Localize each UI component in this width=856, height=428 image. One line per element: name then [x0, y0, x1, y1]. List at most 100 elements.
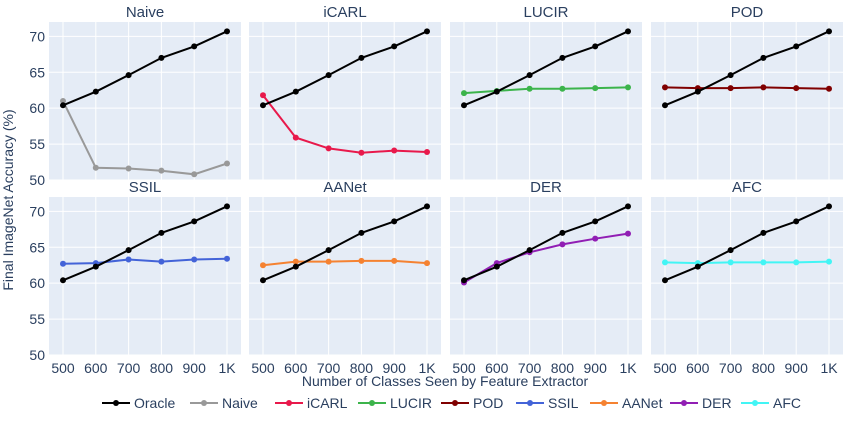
x-tick-label: 800 — [150, 360, 174, 376]
legend-label: Oracle — [134, 395, 175, 411]
data-point-naive — [92, 164, 99, 171]
data-point-afc — [662, 259, 668, 266]
x-tick-label: 1K — [619, 360, 637, 376]
panel-background — [651, 197, 843, 355]
legend-item-oracle: Oracle — [102, 395, 175, 411]
legend-marker — [601, 400, 607, 406]
y-tick-label: 70 — [29, 28, 45, 44]
data-point-oracle — [60, 102, 66, 109]
series-line-oracle — [463, 30, 629, 107]
panel-afc: AFC 500 600 700 800 900 1K — [651, 179, 843, 376]
x-tick-label: 900 — [584, 360, 608, 376]
data-point-lucir — [526, 85, 533, 92]
data-point-ssil — [60, 260, 66, 267]
data-point-icarl — [424, 148, 430, 155]
data-point-oracle — [559, 54, 566, 61]
data-point-der — [592, 235, 599, 242]
panel-lucir: LUCIR — [450, 4, 642, 181]
series-line-oracle — [262, 30, 428, 107]
data-point-icarl — [358, 149, 365, 156]
y-tick-label: 70 — [29, 203, 45, 219]
panel-background — [49, 22, 241, 180]
x-tick-label: 500 — [452, 360, 476, 376]
legend-item-afc: AFC — [741, 395, 801, 411]
data-point-aanet — [325, 258, 332, 265]
data-point-icarl — [391, 147, 398, 154]
panel-ssil: SSIL 50 55 60 65 70 500 600 700 800 900 1K — [29, 179, 241, 376]
data-point-oracle — [526, 247, 533, 254]
data-point-oracle — [158, 229, 165, 236]
x-tick-label: 600 — [686, 360, 710, 376]
legend-marker — [527, 400, 533, 406]
data-point-pod — [793, 85, 800, 92]
data-point-pod — [662, 84, 668, 91]
x-tick-label: 700 — [719, 360, 743, 376]
data-point-aanet — [391, 257, 398, 264]
data-point-afc — [727, 259, 734, 266]
data-point-ssil — [224, 255, 230, 262]
y-tick-label: 60 — [29, 100, 45, 116]
panel-der: DER 500 600 700 800 900 1K — [450, 179, 642, 376]
data-point-aanet — [424, 260, 430, 267]
series-line-aanet — [262, 259, 428, 267]
legend-label: DER — [702, 395, 732, 411]
panel-aanet: AANet 500 600 700 800 900 1K — [249, 179, 441, 376]
data-point-oracle — [694, 263, 701, 270]
data-point-oracle — [559, 229, 566, 236]
x-tick-label: 700 — [317, 360, 341, 376]
data-point-lucir — [559, 85, 566, 92]
data-point-oracle — [760, 54, 767, 61]
series-line-oracle — [62, 30, 228, 107]
x-tick-label: 1K — [218, 360, 236, 376]
data-point-oracle — [292, 263, 299, 270]
y-tick-label: 55 — [29, 136, 45, 152]
data-point-oracle — [260, 102, 266, 109]
x-tick-label: 500 — [653, 360, 677, 376]
data-point-pod — [727, 85, 734, 92]
data-point-oracle — [760, 229, 767, 236]
data-point-oracle — [424, 28, 430, 35]
x-tick-label: 800 — [551, 360, 575, 376]
panel-title: LUCIR — [523, 4, 568, 21]
x-tick-label: 1K — [820, 360, 838, 376]
data-point-afc — [760, 259, 767, 266]
data-point-oracle — [391, 218, 398, 225]
data-point-icarl — [292, 134, 299, 141]
data-point-der — [625, 230, 631, 237]
data-point-aanet — [358, 257, 365, 264]
data-point-oracle — [662, 277, 668, 284]
legend-label: iCARL — [307, 395, 348, 411]
data-point-oracle — [793, 43, 800, 50]
data-point-oracle — [358, 54, 365, 61]
series-line-ssil — [62, 257, 228, 265]
data-point-oracle — [461, 277, 467, 284]
data-point-oracle — [260, 277, 266, 284]
data-point-oracle — [694, 88, 701, 95]
legend-label: AFC — [773, 395, 801, 411]
legend: Oracle Naive iCARL LUCIR POD SSIL AANet DER AFC — [102, 395, 801, 411]
series-line-oracle — [62, 205, 228, 282]
y-tick-label: 65 — [29, 239, 45, 255]
data-point-oracle — [493, 263, 500, 270]
data-point-oracle — [592, 218, 599, 225]
legend-item-icarl: iCARL — [275, 395, 348, 411]
series-line-der — [463, 232, 629, 284]
x-tick-label: 600 — [485, 360, 509, 376]
panel-background — [450, 22, 642, 180]
panel-background — [450, 197, 642, 355]
data-point-oracle — [92, 263, 99, 270]
legend-label: SSIL — [548, 395, 579, 411]
y-tick-label: 55 — [29, 311, 45, 327]
data-point-oracle — [191, 43, 198, 50]
y-tick-label: 50 — [29, 347, 45, 363]
data-point-oracle — [826, 203, 832, 210]
data-point-ssil — [158, 258, 165, 265]
series-line-lucir — [463, 86, 629, 95]
series-line-oracle — [664, 30, 830, 107]
data-point-der — [559, 241, 566, 248]
data-point-pod — [826, 85, 832, 92]
data-point-oracle — [727, 247, 734, 254]
panel-title: AANet — [323, 179, 367, 196]
x-tick-label: 800 — [752, 360, 776, 376]
